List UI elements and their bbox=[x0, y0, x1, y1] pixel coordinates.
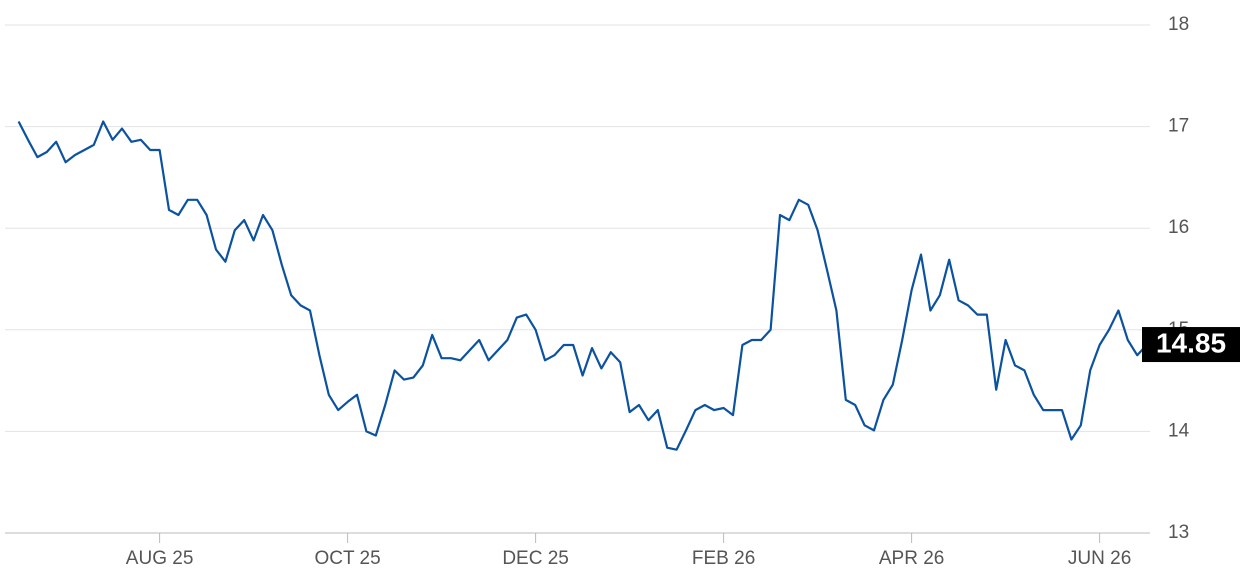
last-value-label: 14.85 bbox=[1156, 327, 1226, 358]
x-tick-label: OCT 25 bbox=[315, 548, 381, 569]
x-tick-label: APR 26 bbox=[879, 548, 944, 569]
y-tick-label: 13 bbox=[1168, 522, 1189, 543]
x-tick-label: DEC 25 bbox=[502, 548, 569, 569]
y-tick-label: 14 bbox=[1168, 420, 1190, 441]
y-tick-label: 17 bbox=[1168, 116, 1189, 137]
x-tick-label: JUN 26 bbox=[1068, 548, 1131, 569]
price-line bbox=[17, 120, 1148, 451]
y-tick-label: 16 bbox=[1168, 217, 1189, 238]
y-tick-label: 18 bbox=[1168, 14, 1189, 35]
x-tick-label: FEB 26 bbox=[692, 548, 755, 569]
last-value-box bbox=[1142, 327, 1240, 363]
x-tick-label: AUG 25 bbox=[126, 548, 194, 569]
